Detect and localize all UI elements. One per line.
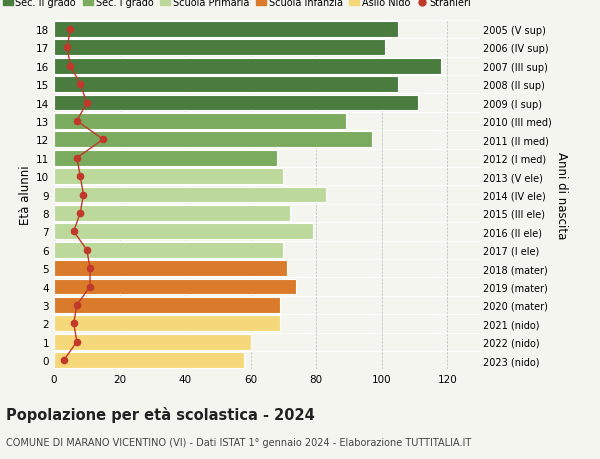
Bar bbox=[54, 40, 385, 56]
Bar bbox=[54, 353, 244, 368]
Legend: Sec. II grado, Sec. I grado, Scuola Primaria, Scuola Infanzia, Asilo Nido, Stran: Sec. II grado, Sec. I grado, Scuola Prim… bbox=[0, 0, 475, 12]
Bar bbox=[54, 334, 251, 350]
Bar bbox=[54, 151, 277, 166]
Text: COMUNE DI MARANO VICENTINO (VI) - Dati ISTAT 1° gennaio 2024 - Elaborazione TUTT: COMUNE DI MARANO VICENTINO (VI) - Dati I… bbox=[6, 437, 471, 447]
Bar bbox=[54, 297, 280, 313]
Bar bbox=[54, 242, 283, 258]
Bar bbox=[54, 59, 440, 74]
Bar bbox=[54, 95, 418, 111]
Bar bbox=[54, 279, 296, 295]
Bar bbox=[54, 114, 346, 129]
Y-axis label: Anni di nascita: Anni di nascita bbox=[555, 151, 568, 239]
Bar bbox=[54, 187, 326, 203]
Bar bbox=[54, 22, 398, 38]
Bar bbox=[54, 169, 283, 185]
Bar bbox=[54, 224, 313, 240]
Bar bbox=[54, 77, 398, 93]
Bar bbox=[54, 206, 290, 221]
Y-axis label: Età alunni: Età alunni bbox=[19, 165, 32, 225]
Text: Popolazione per età scolastica - 2024: Popolazione per età scolastica - 2024 bbox=[6, 406, 315, 422]
Bar bbox=[54, 132, 372, 148]
Bar bbox=[54, 261, 287, 276]
Bar bbox=[54, 316, 280, 331]
